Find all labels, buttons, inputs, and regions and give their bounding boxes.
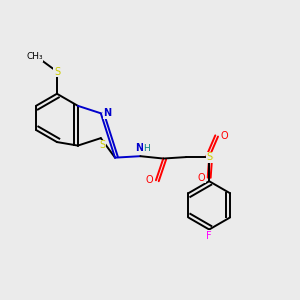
Text: O: O [221,131,228,141]
Text: H: H [143,144,150,153]
Text: N: N [135,143,143,153]
Text: S: S [99,140,105,151]
Text: F: F [206,231,212,241]
Text: S: S [206,152,212,162]
Text: O: O [146,175,153,185]
Text: S: S [54,67,60,76]
Text: N: N [103,108,111,118]
Text: CH₃: CH₃ [26,52,43,61]
Text: O: O [197,172,205,183]
